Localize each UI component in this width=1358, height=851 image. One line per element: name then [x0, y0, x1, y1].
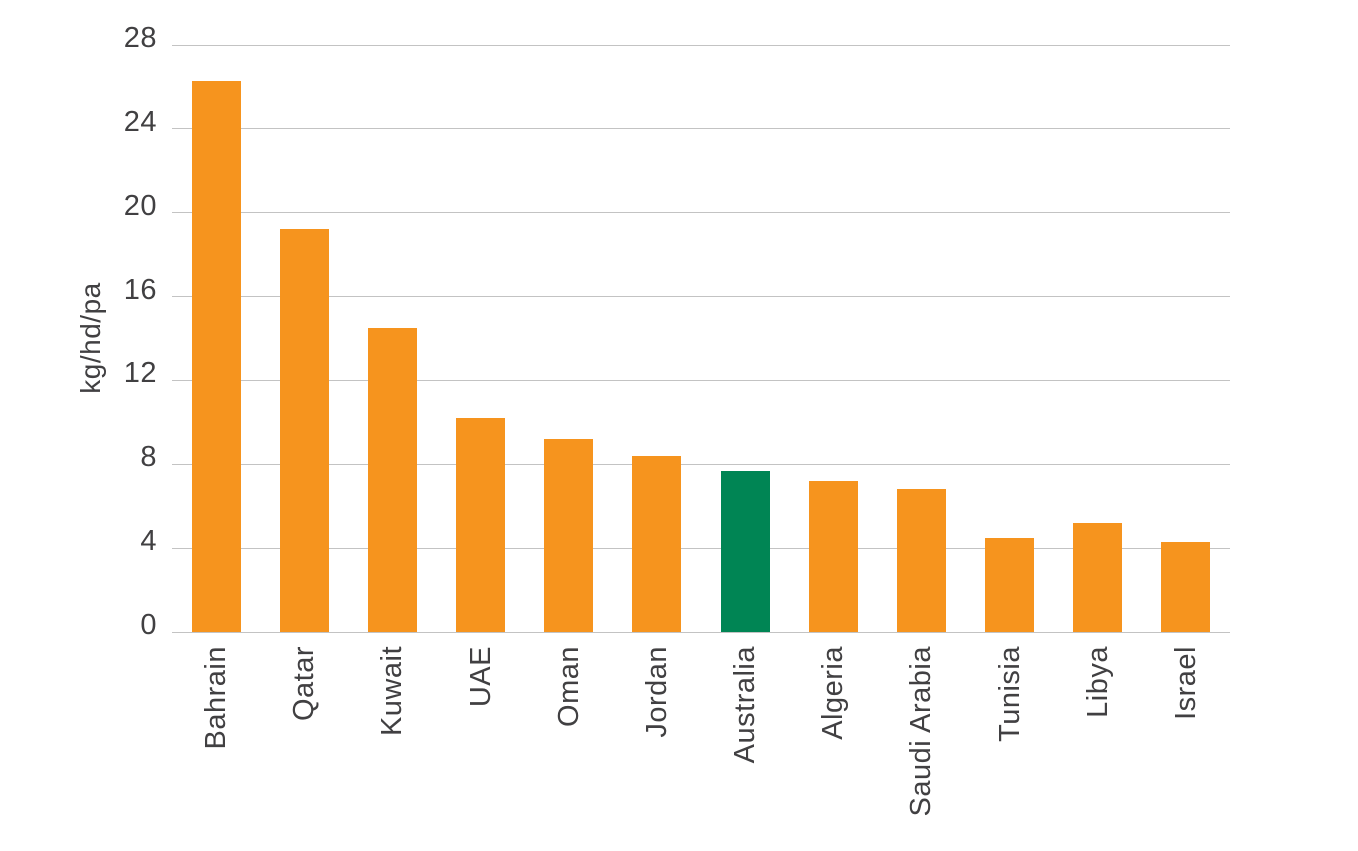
y-tick-4: 4 [140, 525, 157, 558]
y-tick-12: 12 [123, 357, 157, 390]
bar-bahrain [191, 80, 241, 632]
gridline-0 [172, 631, 1230, 633]
bar-uae [456, 418, 506, 632]
bar-libya [1073, 522, 1123, 632]
x-label-tunisia: Tunisia [993, 646, 1026, 742]
gridline-4 [172, 547, 1230, 549]
x-label-oman: Oman [552, 646, 585, 727]
x-label-qatar: Qatar [288, 646, 321, 722]
bar-tunisia [985, 537, 1035, 632]
gridline-8 [172, 463, 1230, 465]
gridline-28 [172, 44, 1230, 46]
x-label-libya: Libya [1081, 646, 1114, 718]
bar-oman [544, 439, 594, 632]
gridline-20 [172, 212, 1230, 214]
y-tick-28: 28 [123, 22, 157, 54]
x-label-jordan: Jordan [640, 646, 673, 738]
x-label-australia: Australia [729, 646, 762, 764]
y-tick-20: 20 [123, 189, 157, 222]
gridline-24 [172, 128, 1230, 130]
bar-algeria [808, 481, 858, 632]
x-label-israel: Israel [1169, 646, 1202, 720]
gridline-16 [172, 296, 1230, 298]
bar-qatar [279, 229, 329, 632]
y-tick-24: 24 [123, 105, 157, 138]
x-label-uae: UAE [464, 646, 497, 708]
y-tick-16: 16 [123, 273, 157, 306]
x-label-saudi-arabia: Saudi Arabia [905, 646, 938, 817]
x-label-kuwait: Kuwait [376, 646, 409, 737]
bar-saudi-arabia [896, 489, 946, 632]
x-label-algeria: Algeria [817, 646, 850, 740]
bar-jordan [632, 455, 682, 632]
bar-israel [1161, 541, 1211, 632]
y-tick-8: 8 [140, 441, 157, 474]
x-label-bahrain: Bahrain [200, 646, 233, 750]
gridline-12 [172, 379, 1230, 381]
bar-australia [720, 470, 770, 632]
y-tick-0: 0 [140, 609, 157, 641]
bar-kuwait [367, 328, 417, 632]
